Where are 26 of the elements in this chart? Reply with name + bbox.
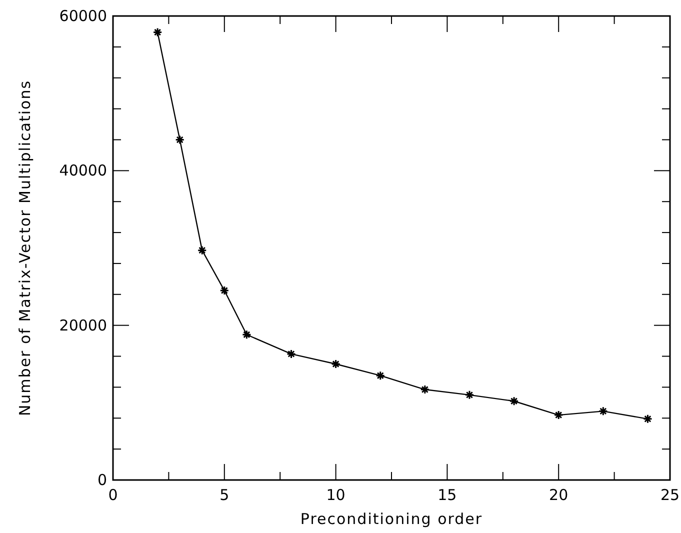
point	[464, 390, 474, 400]
point	[554, 410, 564, 420]
point	[175, 134, 185, 144]
point	[509, 396, 519, 406]
point	[376, 370, 386, 380]
x-tick-label: 0	[108, 486, 118, 504]
point	[420, 384, 430, 394]
point	[642, 414, 652, 424]
y-tick-label: 60000	[59, 7, 107, 25]
x-axis-title: Preconditioning order	[300, 510, 483, 528]
point	[331, 359, 341, 369]
point	[152, 27, 162, 37]
point	[242, 330, 252, 340]
point	[286, 349, 296, 359]
x-tick-label: 15	[438, 486, 457, 504]
point	[220, 286, 230, 296]
point	[197, 246, 207, 256]
y-axis-title: Number of Matrix-Vector Multiplications	[16, 80, 34, 416]
point	[598, 406, 608, 416]
x-tick-label: 20	[549, 486, 568, 504]
x-tick-label: 10	[326, 486, 346, 504]
x-tick-label: 25	[660, 486, 680, 504]
y-tick-label: 40000	[59, 162, 107, 180]
y-tick-label: 20000	[59, 316, 107, 334]
y-tick-label: 0	[97, 471, 107, 489]
x-tick-label: 5	[220, 486, 230, 504]
